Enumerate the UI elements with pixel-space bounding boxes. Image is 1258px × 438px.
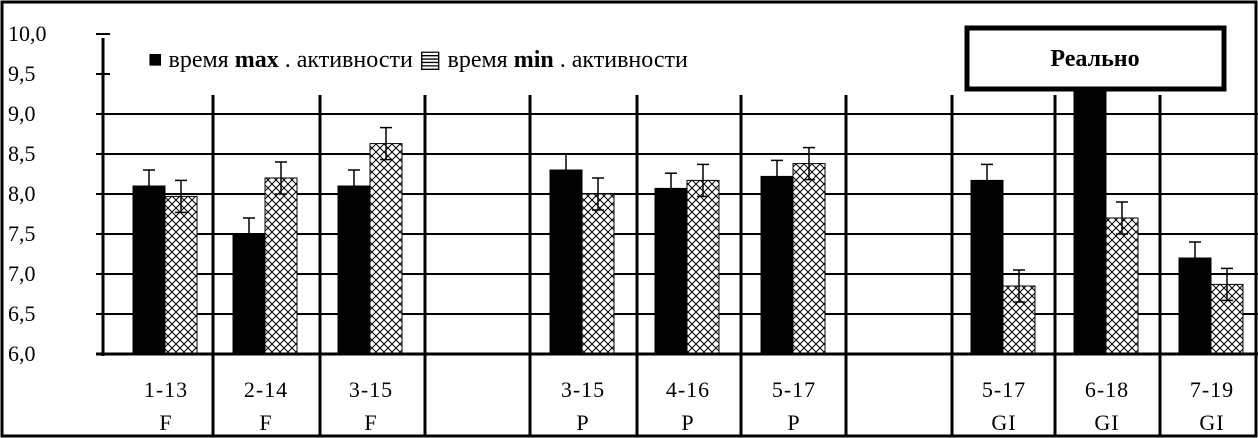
x-category-label: 1-13 — [144, 377, 188, 402]
bar-min-activity — [1105, 217, 1139, 355]
error-bar — [175, 179, 187, 214]
bar-min-activity — [581, 193, 615, 355]
x-category-label: 5-17 — [772, 377, 816, 402]
error-bar — [1189, 241, 1201, 275]
x-category-sublabel: GI — [1199, 410, 1224, 435]
annotation-text: Реально — [1050, 46, 1139, 72]
error-bar — [560, 153, 572, 187]
bar-min-activity — [164, 195, 198, 355]
legend-max-prefix: время — [169, 47, 235, 73]
x-axis-labels: 1-13 F 2-14 F 3-15 F 3-15 P 4-16 P 5-17 P 5-17 GI 6-18… — [144, 377, 1234, 435]
x-category-sublabel: F — [364, 410, 377, 435]
error-bar — [803, 146, 815, 181]
legend-max-symbol: ■ — [148, 47, 163, 73]
legend-min-bold: min — [514, 47, 554, 73]
error-bar — [592, 177, 604, 211]
y-axis-ticks: 10,0 9,5 9,0 8,5 8,0 7,5 7,0 6,5 6,0 — [8, 21, 110, 366]
x-category-label: 4-16 — [666, 377, 710, 402]
bar-min-activity — [264, 177, 298, 355]
error-bar — [380, 126, 392, 161]
legend: ■ время max . активности ▤ время min . а… — [148, 47, 688, 73]
bar-max-activity — [232, 233, 266, 355]
svg-text:■ время max: ■ время max . активности ▤ время min . а… — [148, 47, 688, 73]
bar-max-activity — [132, 185, 166, 355]
bar-min-activity — [792, 163, 826, 355]
error-bar — [1013, 269, 1025, 303]
bar-max-activity — [337, 185, 371, 355]
y-tick-label: 9,0 — [8, 101, 36, 126]
x-category-label: 2-14 — [244, 377, 288, 402]
annotation-box: Реально — [964, 25, 1227, 92]
bar-max-activity — [970, 179, 1004, 355]
x-category-sublabel: F — [259, 410, 272, 435]
error-bar — [1221, 267, 1233, 302]
y-tick-label: 6,5 — [8, 301, 36, 326]
y-tick-label: 6,0 — [8, 341, 36, 366]
x-category-label: 3-15 — [349, 377, 393, 402]
error-bar — [665, 172, 677, 205]
bar-max-activity — [549, 169, 583, 355]
x-category-sublabel: GI — [991, 410, 1016, 435]
legend-max-bold: max — [235, 47, 279, 73]
bars — [132, 33, 1244, 355]
legend-min-symbol: ▤ — [419, 47, 442, 73]
x-category-sublabel: GI — [1094, 410, 1119, 435]
bar-min-activity — [1002, 285, 1036, 355]
legend-min-prefix: время — [448, 47, 514, 73]
y-tick-label: 7,0 — [8, 261, 36, 286]
y-tick-label: 8,0 — [8, 181, 36, 206]
x-category-label: 5-17 — [982, 377, 1026, 402]
y-tick-label: 7,5 — [8, 221, 36, 246]
error-bar — [981, 163, 993, 198]
y-tick-label: 8,5 — [8, 141, 36, 166]
bar-max-activity — [760, 175, 794, 355]
y-tick-label: 10,0 — [8, 21, 47, 46]
legend-max-suffix: . активности — [285, 47, 413, 73]
error-bar — [243, 217, 255, 251]
error-bars — [143, 126, 1233, 303]
y-tick-label: 9,5 — [8, 61, 36, 86]
error-bar — [348, 169, 360, 203]
x-category-label: 3-15 — [561, 377, 605, 402]
x-category-sublabel: P — [787, 410, 800, 435]
x-category-label: 6-18 — [1085, 377, 1129, 402]
group-separators — [211, 95, 1162, 436]
x-category-sublabel: P — [576, 410, 589, 435]
error-bar — [1116, 201, 1128, 235]
x-category-sublabel: F — [159, 410, 172, 435]
x-category-sublabel: P — [681, 410, 694, 435]
error-bar — [275, 161, 287, 195]
bar-min-activity — [369, 143, 403, 355]
legend-min-suffix: . активности — [560, 47, 688, 73]
x-category-label: 7-19 — [1190, 377, 1234, 402]
bar-max-activity — [654, 187, 688, 355]
error-bar — [143, 169, 155, 203]
error-bar — [771, 159, 783, 194]
error-bar — [697, 163, 709, 198]
bar-min-activity — [686, 179, 720, 355]
